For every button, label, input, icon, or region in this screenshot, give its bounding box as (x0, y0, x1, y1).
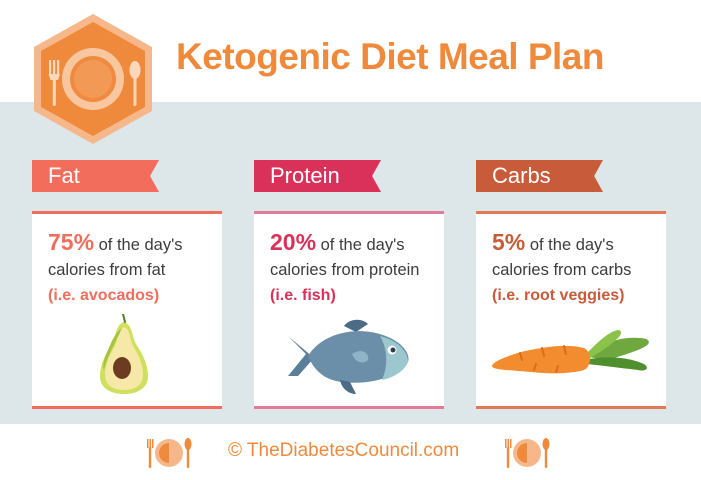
tag-protein: Protein (254, 160, 381, 192)
carbs-percent: 5% (492, 229, 526, 255)
protein-line2: calories from protein (270, 261, 420, 279)
page-title: Ketogenic Diet Meal Plan (176, 36, 605, 77)
carbs-line1: of the day's (525, 236, 614, 254)
tag-carbs: Carbs (476, 160, 603, 192)
fat-example: (i.e. avocados) (48, 287, 160, 304)
card-fat: 75% of the day's calories from fat (i.e.… (32, 211, 222, 409)
protein-line1: of the day's (316, 236, 405, 254)
plate-fork-spoon-icon (505, 438, 550, 468)
plate-fork-spoon-icon (34, 14, 152, 144)
protein-percent: 20% (270, 229, 317, 255)
carbs-line2: calories from carbs (492, 261, 632, 279)
plate-fork-spoon-icon (147, 438, 192, 468)
fat-percent: 75% (48, 229, 95, 255)
tag-fat: Fat (32, 160, 159, 192)
fish-icon (288, 319, 409, 394)
carbs-example: (i.e. root veggies) (492, 287, 625, 304)
fat-line2: calories from fat (48, 261, 166, 279)
protein-example: (i.e. fish) (270, 287, 336, 304)
card-fat-text: 75% of the day's calories from fat (i.e.… (48, 230, 218, 308)
fat-line1: of the day's (94, 236, 183, 254)
card-protein-text: 20% of the day's calories from protein (… (270, 230, 440, 308)
card-carbs-text: 5% of the day's calories from carbs (i.e… (492, 230, 662, 308)
card-protein: 20% of the day's calories from protein (… (254, 211, 444, 409)
carrot-icon (492, 330, 649, 374)
avocado-icon (100, 314, 148, 394)
footer: © TheDiabetesCouncil.com (0, 424, 701, 480)
card-carbs: 5% of the day's calories from carbs (i.e… (476, 211, 666, 409)
footer-copyright: © TheDiabetesCouncil.com (228, 440, 460, 461)
